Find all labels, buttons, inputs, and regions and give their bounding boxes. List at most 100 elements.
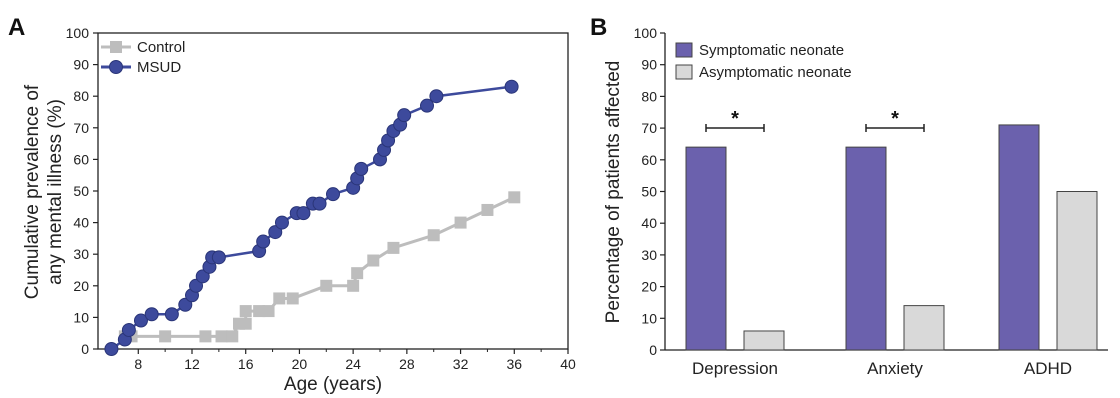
msud-point (178, 297, 193, 312)
control-point (159, 330, 172, 343)
chart-a-x-tick-label: 20 (292, 356, 308, 372)
chart-a-x-tick-label: 28 (399, 356, 415, 372)
control-point (387, 241, 400, 254)
category-label-adhd: ADHD (1024, 359, 1072, 378)
chart-b-y-tick-label: 10 (641, 310, 657, 326)
chart-a-y-axis-label-line-1: Cumulative prevalence of (22, 84, 43, 299)
legend-asymptomatic-label: Asymptomatic neonate (699, 64, 852, 81)
control-point (262, 305, 275, 318)
chart-b-bars (685, 124, 1098, 351)
bar-asymptomatic-adhd (1056, 191, 1098, 351)
significance-star: * (891, 108, 899, 130)
msud-point (211, 250, 226, 265)
control-point (347, 279, 360, 292)
chart-b-y-tick-label: 70 (641, 120, 657, 136)
chart-a-x-tick-label: 8 (134, 356, 142, 372)
msud-point (274, 215, 289, 230)
control-point (427, 229, 440, 242)
legend-control-label: Control (137, 39, 185, 56)
msud-point (296, 206, 311, 221)
chart-b-y-tick-label: 0 (649, 342, 657, 358)
legend-msud-label: MSUD (137, 59, 181, 76)
msud-point (121, 323, 136, 338)
control-point (215, 330, 228, 343)
msud-point (133, 313, 148, 328)
msud-point (504, 79, 519, 94)
series-control-line (124, 195, 515, 338)
bar-symptomatic-adhd (998, 124, 1040, 351)
msud-point (397, 108, 412, 123)
control-point (239, 305, 252, 318)
significance-star: * (731, 108, 739, 130)
chart-b-significance: * * (705, 108, 925, 132)
control-point (454, 216, 467, 229)
chart-a-legend: Control MSUD (101, 39, 185, 76)
msud-point (420, 98, 434, 113)
control-point (253, 305, 266, 318)
chart-b-y-tick-label: 50 (641, 184, 657, 200)
chart-b-y-tick-label: 80 (641, 88, 657, 104)
legend-msud-marker (109, 60, 123, 74)
control-point (481, 203, 494, 216)
msud-point (189, 278, 204, 293)
legend-control-marker (110, 41, 122, 53)
control-point (286, 292, 299, 305)
chart-b-y-tick-label: 30 (641, 247, 657, 263)
panel-b-letter: B (590, 14, 607, 41)
control-point (320, 279, 333, 292)
chart-a-x-tick-label: 12 (184, 356, 200, 372)
chart-b-y-tick-label: 20 (641, 279, 657, 295)
chart-a-y-tick-label: 10 (73, 309, 89, 325)
chart-a-x-ticks: 8 12 16 20 24 28 32 36 40 (110, 349, 576, 372)
chart-a-y-tick-label: 70 (73, 120, 89, 136)
chart-a-y-tick-label: 80 (73, 88, 89, 104)
chart-a-x-tick-label: 32 (453, 356, 469, 372)
chart-a-y-tick-label: 30 (73, 246, 89, 262)
msud-point (104, 342, 119, 356)
chart-a-y-tick-label: 20 (73, 278, 89, 294)
msud-point (326, 187, 340, 202)
legend-symptomatic-swatch (675, 42, 693, 58)
chart-a: 0 10 20 30 40 50 60 70 80 90 100 8 12 16 20 24 28 32 36 40… (22, 25, 576, 395)
chart-a-y-tick-label: 60 (73, 151, 89, 167)
chart-b-y-axis-label: Percentage of patients affected (603, 61, 624, 324)
chart-b-y-tick-label: 100 (634, 25, 658, 41)
category-label-anxiety: Anxiety (867, 359, 923, 378)
bar-symptomatic-anxiety (845, 146, 887, 351)
msud-point (354, 161, 369, 176)
chart-b-y-tick-label: 40 (641, 215, 657, 231)
legend-symptomatic-label: Symptomatic neonate (699, 42, 844, 59)
chart-a-x-tick-label: 40 (560, 356, 576, 372)
chart-a-y-tick-label: 90 (73, 57, 89, 73)
chart-a-y-tick-label: 0 (81, 341, 89, 357)
control-point (273, 292, 286, 305)
msud-point (164, 307, 179, 322)
control-point (226, 330, 239, 343)
control-point (351, 267, 364, 280)
chart-b-y-tick-label: 60 (641, 152, 657, 168)
msud-point (195, 269, 210, 284)
control-point (239, 317, 252, 330)
chart-a-x-tick-label: 36 (506, 356, 522, 372)
bar-symptomatic-depression (685, 146, 727, 351)
chart-a-y-tick-label: 100 (66, 25, 90, 41)
category-label-depression: Depression (692, 359, 778, 378)
chart-b-legend: Symptomatic neonate Asymptomatic neonate (675, 42, 852, 81)
control-point (367, 254, 380, 267)
control-point (508, 191, 521, 204)
msud-point (256, 234, 271, 249)
msud-point (312, 196, 327, 211)
bar-asymptomatic-anxiety (903, 305, 945, 351)
chart-a-y-tick-label: 50 (73, 183, 89, 199)
chart-a-y-axis-label-line-2: any mental illness (%) (45, 99, 66, 285)
bar-asymptomatic-depression (743, 330, 785, 351)
chart-b-category-labels: Depression Anxiety ADHD (692, 359, 1072, 378)
msud-point (268, 225, 283, 240)
chart-a-x-tick-label: 16 (238, 356, 254, 372)
chart-a-series (104, 79, 521, 356)
chart-b-y-tick-label: 90 (641, 57, 657, 73)
chart-a-x-tick-label: 24 (345, 356, 361, 372)
chart-a-y-tick-label: 40 (73, 215, 89, 231)
chart-a-y-ticks: 0 10 20 30 40 50 60 70 80 90 100 (66, 25, 98, 357)
